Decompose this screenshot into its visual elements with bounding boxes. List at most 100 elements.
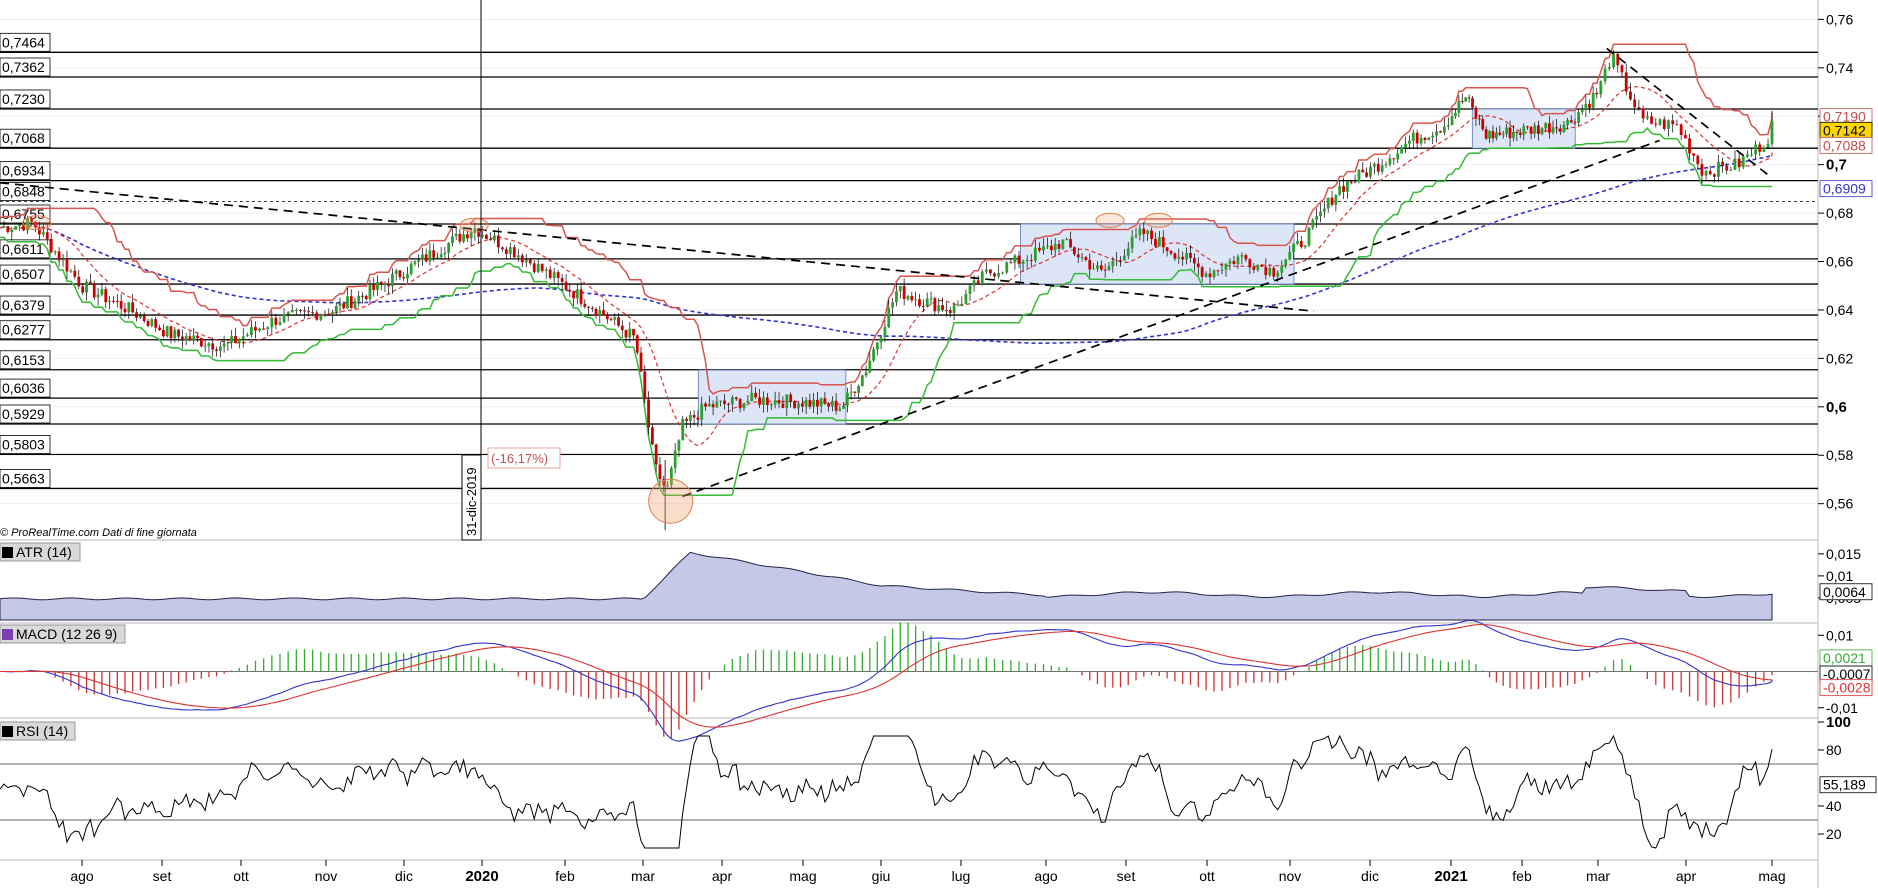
macd-line (0, 619, 1773, 742)
candle-up (473, 228, 477, 233)
candle-up (1427, 137, 1431, 141)
candle-up (428, 250, 432, 262)
consolidation-box (1020, 223, 1295, 285)
candle-down (379, 281, 383, 285)
candle-up (69, 270, 73, 272)
candle-down (496, 235, 500, 248)
candle-up (443, 252, 447, 255)
candle-down (1536, 125, 1540, 134)
level-label: 0,6379 (2, 297, 45, 313)
rsi-label-box (0, 721, 76, 741)
candle-down (1349, 181, 1353, 183)
candle-up (1005, 262, 1009, 273)
candle-up (391, 274, 394, 287)
level-label-box (0, 320, 51, 340)
candle-up (1204, 273, 1208, 277)
candle-down (1260, 264, 1264, 267)
candle-up (1236, 256, 1240, 265)
candle-up (451, 236, 454, 243)
candle-down (1200, 267, 1204, 277)
candle-up (409, 263, 413, 275)
candle-up (1185, 252, 1188, 260)
candle-down (234, 336, 237, 344)
candle-up (857, 385, 860, 393)
candle-down (161, 330, 165, 337)
candle-up (1353, 181, 1357, 183)
candle-up (838, 408, 842, 411)
candle-down (1696, 155, 1700, 165)
candle-down (1721, 161, 1724, 167)
candle-up (1288, 252, 1292, 260)
candle-up (1240, 255, 1244, 257)
candle-up (1380, 165, 1384, 172)
level-label: 0,6153 (2, 352, 45, 368)
candle-up (1584, 103, 1588, 110)
candle-up (1134, 235, 1138, 237)
drawdown-annotation: (-16,17%) (487, 447, 561, 469)
candle-up (797, 403, 800, 409)
y-tick-label: 80 (1826, 742, 1842, 758)
candle-up (1400, 147, 1404, 154)
candle-up (1013, 255, 1017, 263)
drawdown-label: (-16,17%) (491, 451, 548, 466)
candle-down (1049, 245, 1053, 251)
candle-down (1569, 120, 1573, 123)
candle-up (868, 360, 872, 373)
candle-up (1228, 260, 1232, 264)
candle-down (560, 277, 564, 282)
candle-up (138, 315, 142, 318)
candle-down (1675, 124, 1679, 126)
y-tick-label: 20 (1826, 826, 1842, 842)
candle-down (823, 398, 827, 404)
candle-up (436, 257, 439, 259)
candle-up (1446, 125, 1450, 127)
candle-up (357, 295, 361, 302)
x-tick-label: lug (952, 868, 971, 884)
candle-down (372, 284, 376, 290)
upper-band-line (0, 43, 1773, 395)
candle-up (860, 375, 864, 386)
level-label: 0,7464 (2, 34, 45, 50)
candle-up (406, 274, 409, 279)
lower-band-line (0, 126, 1772, 497)
candle-up (960, 303, 964, 305)
candle-down (30, 218, 33, 222)
candle-down (398, 270, 402, 278)
candle-up (1042, 246, 1045, 251)
candle-down (180, 336, 184, 341)
candle-up (1138, 228, 1142, 236)
candle-up (673, 450, 677, 469)
candle-down (945, 310, 948, 312)
candle-up (883, 327, 887, 338)
candle-down (104, 289, 108, 303)
candle-up (1061, 239, 1065, 249)
horizontal-levels (0, 19, 1818, 504)
candle-down (1620, 65, 1624, 73)
price-tag-box (1819, 136, 1873, 154)
candle-down (1161, 237, 1165, 248)
candle-down (1392, 158, 1396, 160)
candle-up (150, 319, 154, 326)
candle-down (1216, 270, 1220, 272)
candle-up (53, 251, 57, 253)
candle-up (1296, 240, 1299, 244)
candle-up (1770, 120, 1774, 128)
candle-down (738, 399, 742, 409)
ma-short-line (0, 86, 1773, 447)
price-tag-text: 0,7088 (1823, 137, 1866, 153)
price-tag-text: 0,6909 (1823, 181, 1866, 197)
candle-up (1733, 158, 1737, 170)
candle-up (1126, 248, 1130, 256)
candle-up (26, 218, 29, 231)
level-label: 0,6848 (2, 183, 45, 199)
candle-up (1750, 154, 1753, 156)
candle-up (222, 343, 226, 347)
candle-down (1683, 135, 1687, 139)
candle-down (572, 291, 575, 299)
top-circle (1143, 212, 1173, 228)
candle-up (700, 403, 704, 420)
candle-up (1021, 261, 1025, 264)
moving-average-long (0, 154, 1773, 344)
candle-up (1284, 259, 1288, 266)
candle-down (1737, 158, 1741, 168)
